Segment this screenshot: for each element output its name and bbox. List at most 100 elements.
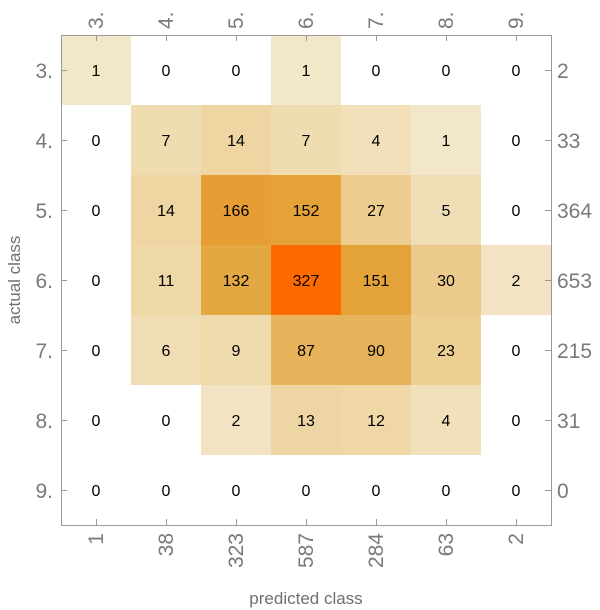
heatmap-cell [131, 245, 201, 315]
cell-value-label: 0 [302, 483, 311, 500]
heatmap-cell [481, 35, 551, 105]
cell-value-label: 0 [162, 483, 171, 500]
cell-value-label: 1 [442, 133, 451, 150]
cell-value-label: 0 [512, 483, 521, 500]
heatmap-cell [341, 315, 411, 385]
row-total-label: 653 [557, 270, 592, 293]
heatmap-cell [61, 385, 131, 455]
heatmap-cell [341, 385, 411, 455]
heatmap-cell [131, 175, 201, 245]
cell-value-label: 2 [232, 413, 241, 430]
cell-value-label: 6 [162, 343, 171, 360]
heatmap-cell [271, 105, 341, 175]
cell-value-label: 30 [437, 273, 455, 290]
heatmap-cell [61, 35, 131, 105]
heatmap-cell [201, 35, 271, 105]
heatmap-cell [61, 455, 131, 525]
cell-value-label: 0 [92, 483, 101, 500]
cell-value-label: 14 [157, 203, 175, 220]
row-label: 4. [35, 130, 53, 153]
heatmap-cell [131, 315, 201, 385]
heatmap-cell [341, 455, 411, 525]
heatmap-cell [61, 175, 131, 245]
cell-value-label: 0 [92, 413, 101, 430]
cell-value-label: 0 [92, 273, 101, 290]
cell-value-label: 0 [162, 413, 171, 430]
cell-value-label: 0 [92, 203, 101, 220]
column-total-label: 587 [295, 533, 318, 568]
heatmap-cell [481, 175, 551, 245]
heatmap-cell [271, 35, 341, 105]
cell-value-label: 4 [442, 413, 451, 430]
heatmap-cell [411, 35, 481, 105]
heatmap-cell [201, 315, 271, 385]
cell-value-label: 327 [293, 273, 320, 290]
heatmap-cell [481, 455, 551, 525]
cell-value-label: 0 [232, 63, 241, 80]
row-label: 3. [35, 60, 53, 83]
row-label: 9. [35, 480, 53, 503]
heatmap-cell [131, 455, 201, 525]
heatmap-cell [271, 175, 341, 245]
heatmap-cell [271, 455, 341, 525]
cell-value-label: 0 [162, 63, 171, 80]
heatmap-cell [481, 385, 551, 455]
heatmap-cell [341, 175, 411, 245]
heatmap-cell [201, 105, 271, 175]
tick-labels: 3. 4. 5. 6. 7. 8. 9.1 38 323 587 284 63 23.4.5.6.7.8… [35, 11, 592, 568]
column-total-label: 38 [155, 533, 178, 556]
heatmap-cell [201, 245, 271, 315]
cell-value-label: 1 [302, 63, 311, 80]
heatmap-cell [411, 105, 481, 175]
row-total-label: 33 [557, 130, 580, 153]
row-total-label: 2 [557, 60, 569, 83]
heatmap-cell [411, 175, 481, 245]
heatmap-cell [341, 35, 411, 105]
cell-value-label: 0 [92, 343, 101, 360]
cell-value-label: 0 [372, 63, 381, 80]
cell-value-label: 166 [223, 203, 250, 220]
column-total-label: 323 [225, 533, 248, 568]
heatmap-cell [131, 105, 201, 175]
cell-value-label: 1 [92, 63, 101, 80]
cell-value-label: 12 [367, 413, 385, 430]
row-total-label: 0 [557, 480, 569, 503]
cell-value-label: 151 [363, 273, 390, 290]
cell-value-label: 0 [512, 413, 521, 430]
heatmap-cell [271, 315, 341, 385]
cell-value-label: 7 [302, 133, 311, 150]
cell-value-label: 7 [162, 133, 171, 150]
cell-value-label: 14 [227, 133, 245, 150]
heatmap-cell [341, 245, 411, 315]
cell-value-label: 4 [372, 133, 381, 150]
column-total-label: 284 [365, 533, 388, 568]
column-label: 9. [505, 11, 528, 29]
cell-value-label: 0 [372, 483, 381, 500]
column-label: 8. [435, 11, 458, 29]
cell-value-label: 0 [442, 63, 451, 80]
column-total-label: 1 [85, 533, 108, 545]
cell-value-label: 23 [437, 343, 455, 360]
cell-value-label: 132 [223, 273, 250, 290]
heatmap-cell [341, 105, 411, 175]
row-label: 8. [35, 410, 53, 433]
cell-value-label: 90 [367, 343, 385, 360]
cell-value-label: 152 [293, 203, 320, 220]
heatmap-cell [411, 315, 481, 385]
column-label: 3. [85, 11, 108, 29]
heatmap-cell [131, 35, 201, 105]
row-label: 5. [35, 200, 53, 223]
heatmap-cell [201, 175, 271, 245]
row-total-label: 364 [557, 200, 592, 223]
heatmap-cell [481, 245, 551, 315]
heatmap-cell [201, 455, 271, 525]
heatmap-cell [481, 315, 551, 385]
cell-value-label: 0 [512, 203, 521, 220]
column-label: 7. [365, 11, 388, 29]
cell-value-label: 11 [158, 273, 175, 290]
heatmap-cell [481, 105, 551, 175]
row-label: 6. [35, 270, 53, 293]
column-total-label: 63 [435, 533, 458, 556]
heatmap-cell [411, 385, 481, 455]
